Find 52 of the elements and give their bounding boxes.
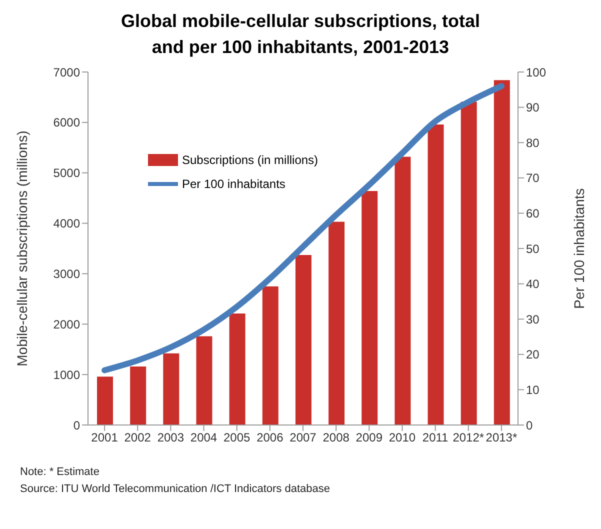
y2-tick-label: 40	[526, 277, 540, 292]
chart-title: Global mobile-cellular subscriptions, total and per 100 inhabitants, 2001-2013	[120, 10, 482, 59]
x-tick-label: 2009	[356, 430, 383, 445]
bar	[362, 191, 378, 425]
legend-label: Per 100 inhabitants	[182, 176, 286, 193]
bar	[328, 222, 345, 425]
y-axis-title: Mobile-cellular subscriptions (millions)	[14, 130, 30, 366]
y2-tick-label: 10	[526, 382, 540, 397]
y-tick-label: 5000	[53, 166, 80, 180]
y-tick-label: 0	[73, 418, 80, 432]
x-tick-label: 2002	[124, 430, 152, 445]
x-tick-label: 2001	[91, 430, 118, 445]
y2-tick-label: 50	[526, 242, 540, 256]
bar	[428, 124, 444, 425]
x-tick-label: 2008	[322, 430, 350, 445]
x-tick-label: 2012*	[452, 430, 484, 445]
legend-label: Subscriptions (in millions)	[182, 152, 318, 169]
x-tick-label: 2004	[190, 430, 218, 445]
y2-tick-label: 30	[526, 312, 540, 326]
y2-tick-label: 60	[526, 206, 540, 220]
y-tick-label: 1000	[53, 368, 80, 382]
y2-tick-label: 90	[526, 100, 540, 115]
bar	[196, 336, 212, 425]
bar	[494, 80, 510, 425]
x-tick-label: 2006	[256, 430, 284, 445]
y-tick-label: 7000	[53, 65, 80, 80]
x-tick-label: 2010	[388, 430, 416, 445]
x-tick-label: 2011	[422, 430, 449, 445]
text: Note: * Estimate	[20, 465, 100, 480]
y2-tick-label: 100	[526, 65, 546, 80]
bar	[97, 376, 113, 425]
y-tick-label: 2000	[53, 317, 80, 332]
x-tick-label: 2005	[223, 430, 251, 445]
y2-tick-label: 0	[526, 418, 533, 432]
source-note: Source: ITU World Telecommunication /ICT Indicators database	[20, 482, 331, 497]
y2-axis-title: Per 100 inhabitants	[570, 188, 587, 309]
y2-tick-label: 80	[526, 136, 540, 150]
y2-tick-label: 20	[526, 348, 540, 362]
bar	[394, 156, 411, 425]
bar	[295, 255, 312, 425]
bar	[163, 353, 180, 425]
x-tick-label: 2007	[290, 430, 317, 445]
bar	[130, 366, 146, 425]
bar	[262, 286, 278, 425]
bar	[229, 314, 246, 425]
y-tick-label: 6000	[53, 116, 80, 130]
y-tick-label: 3000	[53, 266, 80, 281]
x-tick-label: 2013*	[486, 430, 518, 445]
x-tick-label: 2003	[157, 430, 184, 445]
y-tick-label: 4000	[53, 216, 80, 231]
y2-tick-label: 70	[526, 171, 540, 186]
bar	[460, 102, 477, 425]
